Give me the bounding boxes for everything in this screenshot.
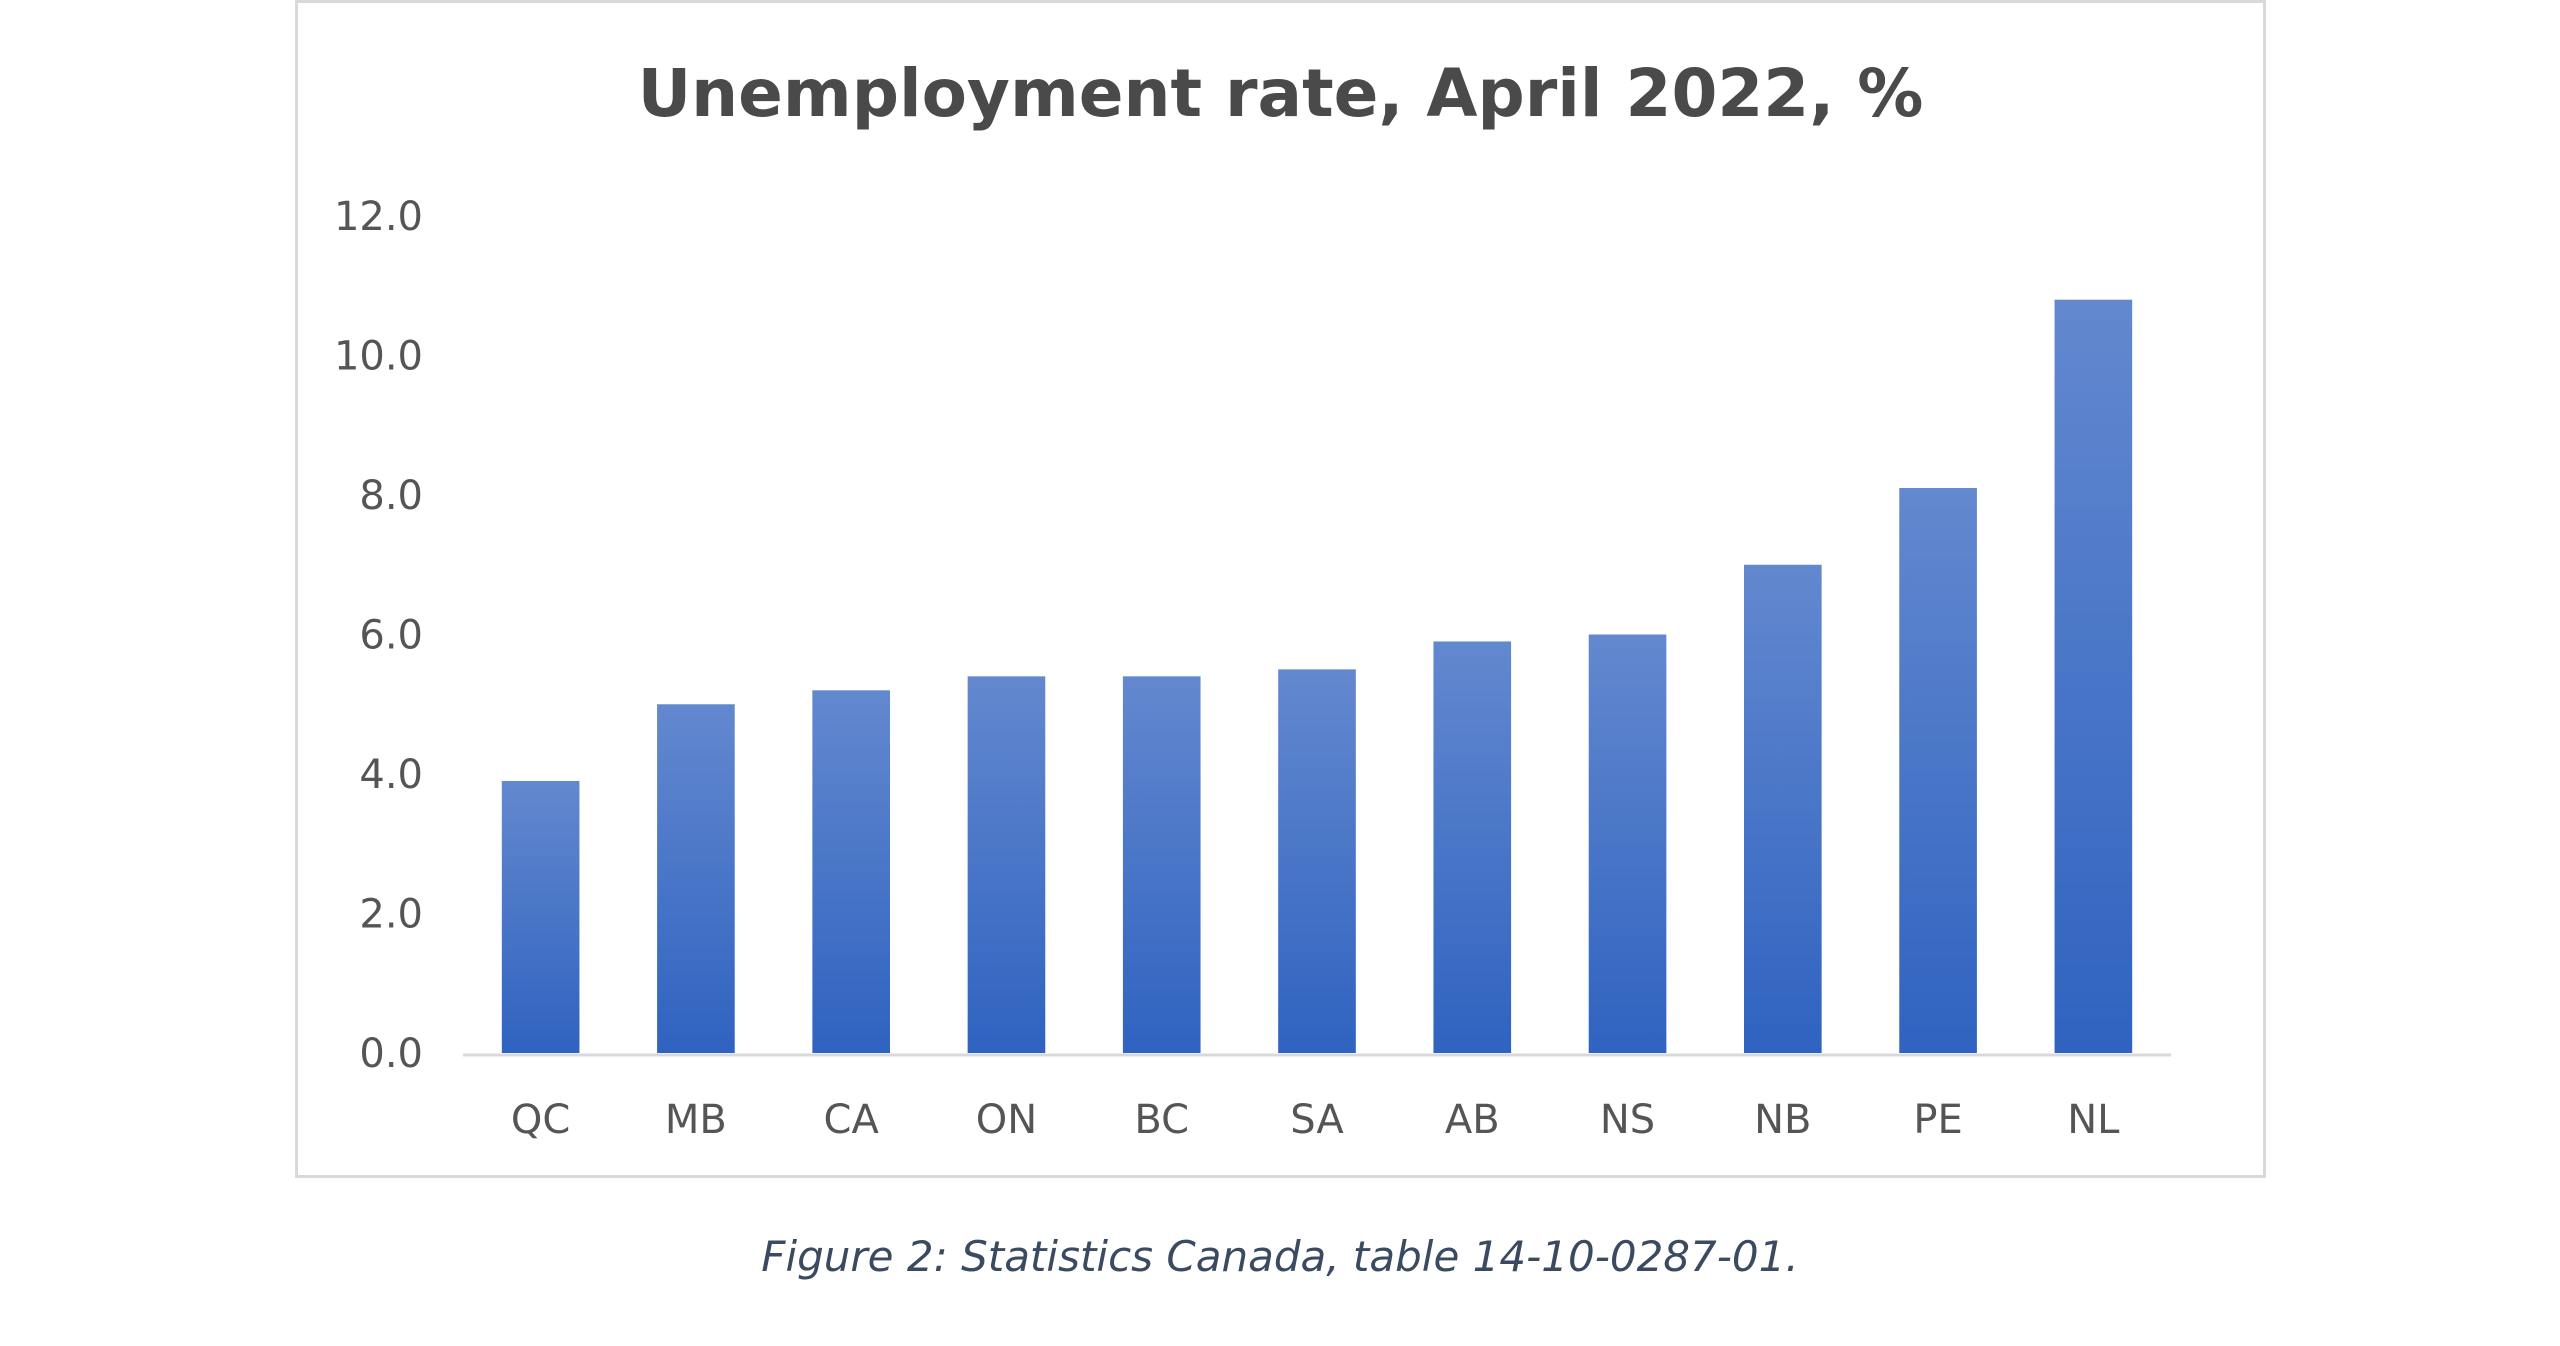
bar-ca (812, 690, 890, 1053)
x-tick-label: AB (1445, 1097, 1500, 1143)
bar-sa (1278, 669, 1356, 1053)
bar-pe (1899, 488, 1977, 1053)
y-axis: 0.0 2.0 4.0 6.0 8.0 10.0 12.0 (334, 194, 423, 1077)
y-tick-label: 4.0 (359, 752, 423, 798)
figure-caption: Figure 2: Statistics Canada, table 14-10… (761, 1232, 1799, 1281)
bar-chart: 0.0 2.0 4.0 6.0 8.0 10.0 12.0 QC MB CA ON BC SA AB NS… (334, 194, 2171, 1143)
bar-bc (1122, 676, 1201, 1053)
y-tick-label: 0.0 (359, 1031, 423, 1077)
x-axis: QC MB CA ON BC SA AB NS NB PE NL (511, 1097, 2120, 1143)
x-tick-label: MB (665, 1097, 727, 1143)
bar-mb (657, 704, 735, 1053)
x-tick-label: NS (1600, 1097, 1655, 1143)
y-tick-label: 10.0 (334, 334, 423, 380)
x-tick-label: SA (1290, 1097, 1344, 1143)
bar-qc (501, 780, 580, 1053)
bar-ns (1588, 634, 1667, 1053)
bar-nl (2054, 299, 2133, 1053)
bars (501, 299, 2133, 1053)
x-tick-label: QC (511, 1097, 570, 1143)
y-tick-label: 6.0 (359, 613, 423, 659)
bar-on (967, 676, 1046, 1053)
x-tick-label: CA (824, 1097, 880, 1143)
y-tick-label: 8.0 (359, 473, 423, 519)
y-tick-label: 12.0 (334, 194, 423, 240)
x-tick-label: BC (1134, 1097, 1189, 1143)
x-tick-label: NL (2067, 1097, 2120, 1143)
bar-ab (1433, 641, 1512, 1053)
bar-nb (1744, 564, 1822, 1053)
chart-title: Unemployment rate, April 2022, % (637, 55, 1924, 132)
x-tick-label: NB (1754, 1097, 1811, 1143)
chart-frame: Unemployment rate, April 2022, % 0.0 2.0 4… (295, 0, 2266, 1178)
x-tick-label: ON (976, 1097, 1037, 1143)
x-tick-label: PE (1913, 1097, 1962, 1143)
y-tick-label: 2.0 (359, 892, 423, 938)
